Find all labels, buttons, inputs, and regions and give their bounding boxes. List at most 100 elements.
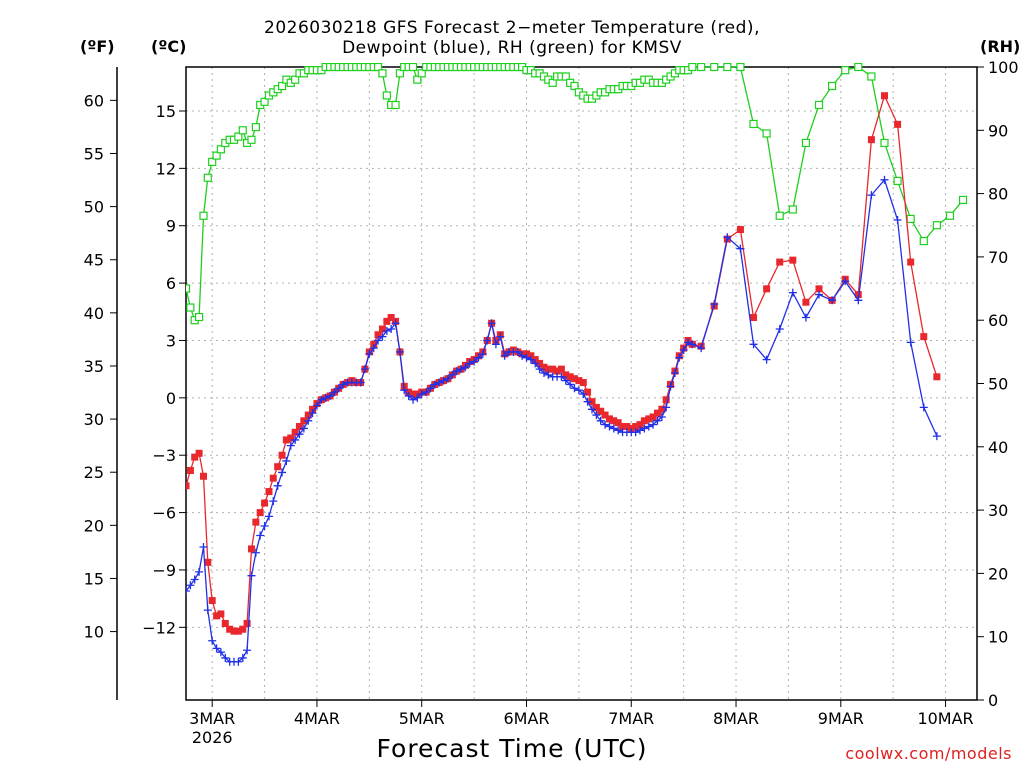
temperature-point <box>920 333 928 341</box>
fahrenheit-tick-label: 50 <box>84 198 104 217</box>
rh-tick-label: 100 <box>988 58 1019 77</box>
temperature-point <box>186 482 190 490</box>
rh-point <box>208 157 217 167</box>
temperature-line <box>186 93 938 632</box>
temperature-point <box>894 120 902 128</box>
temperature-point <box>584 388 592 396</box>
temperature-point <box>653 409 661 417</box>
rh-point <box>906 214 915 224</box>
dewpoint-point <box>570 384 579 393</box>
rh-point <box>251 123 260 132</box>
temperature-point <box>566 373 574 381</box>
rh-point <box>413 75 422 84</box>
temperature-point <box>265 488 273 496</box>
temperature-point <box>619 423 627 431</box>
fahrenheit-tick-label: 45 <box>84 251 104 270</box>
dewpoint-point <box>251 548 260 557</box>
dewpoint-point <box>518 351 527 360</box>
celsius-tick-label: 15 <box>156 102 176 121</box>
rh-series <box>186 63 968 325</box>
temperature-point <box>614 419 622 427</box>
dewpoint-point <box>500 351 509 360</box>
dewpoint-point <box>247 571 256 580</box>
temperature-point <box>278 451 286 459</box>
dewpoint-point <box>212 644 221 653</box>
dewpoint-line <box>186 178 938 663</box>
dewpoint-point <box>312 401 321 410</box>
dewpoint-point <box>483 336 492 345</box>
temperature-point <box>802 298 810 306</box>
dewpoint-point <box>531 359 540 368</box>
dewpoint-point <box>221 653 230 662</box>
dewpoint-point <box>404 391 413 400</box>
rh-point <box>801 138 811 148</box>
dewpoint-point <box>395 347 404 356</box>
dewpoint-point <box>264 512 273 521</box>
x-tick-sublabel: 2026 <box>192 728 233 747</box>
dewpoint-point <box>190 575 199 584</box>
dewpoint-point <box>644 422 653 431</box>
temperature-point <box>300 417 308 425</box>
dewpoint-point <box>557 372 566 381</box>
dewpoint-point <box>867 191 876 200</box>
dewpoint-point <box>657 412 666 421</box>
rh-point <box>373 63 383 72</box>
fahrenheit-tick-label: 35 <box>84 357 104 376</box>
temperature-point <box>597 407 605 415</box>
dewpoint-point <box>561 376 570 385</box>
rh-point <box>814 100 824 110</box>
dewpoint-point <box>736 244 745 253</box>
dewpoint-point <box>788 288 797 297</box>
dewpoint-point <box>186 586 190 595</box>
dewpoint-point <box>439 376 448 385</box>
dewpoint-point <box>443 374 452 383</box>
dewpoint-point <box>238 653 247 662</box>
dewpoint-point <box>749 340 758 349</box>
x-axis-label: Forecast Time (UTC) <box>376 734 648 763</box>
x-tick-label: 6MAR <box>503 709 549 728</box>
fahrenheit-tick-label: 60 <box>84 91 104 110</box>
dewpoint-point <box>409 395 418 404</box>
rh-tick-label: 0 <box>988 691 998 710</box>
dewpoint-point <box>260 521 269 530</box>
rh-point <box>749 119 758 129</box>
dewpoint-point <box>400 386 409 395</box>
dewpoint-point <box>662 403 671 412</box>
dewpoint-point <box>470 357 479 366</box>
temperature-point <box>540 363 548 371</box>
dewpoint-point <box>457 365 466 374</box>
dewpoint-point <box>587 405 596 414</box>
temperature-point <box>880 92 888 100</box>
dewpoint-point <box>679 346 688 355</box>
source-credit[interactable]: coolwx.com/models <box>845 744 1012 763</box>
dewpoint-point <box>535 365 544 374</box>
dewpoint-point <box>815 290 824 299</box>
temperature-point <box>662 396 670 404</box>
dewpoint-point <box>334 384 343 393</box>
temperature-point <box>208 597 216 605</box>
rh-point <box>408 63 418 72</box>
celsius-tick-label: 0 <box>166 389 176 408</box>
dewpoint-point <box>579 390 588 399</box>
rh-point <box>199 211 208 220</box>
dewpoint-point <box>775 324 784 333</box>
temperature-point <box>186 467 194 475</box>
dewpoint-point <box>631 428 640 437</box>
celsius-tick-label: 12 <box>156 159 176 178</box>
rh-point <box>194 312 204 322</box>
dewpoint-point <box>653 416 662 425</box>
fahrenheit-axis-unit: (ºF) <box>80 37 115 56</box>
axis-ticks: −12 −9 −6 −3 0 3 6 9 12 15 10 15 20 25 30 35 40 45 50 55 60 0… <box>84 58 1019 747</box>
rh-axis-unit: (RH) <box>980 37 1021 56</box>
rh-point <box>710 63 719 72</box>
dewpoint-point <box>614 426 623 435</box>
temperature-point <box>736 226 744 234</box>
dewpoint-point <box>382 326 391 335</box>
dewpoint-point <box>566 380 575 389</box>
dewpoint-point <box>195 567 204 576</box>
dewpoint-point <box>601 420 610 429</box>
x-tick-label: 9MAR <box>818 709 864 728</box>
dewpoint-point <box>360 365 369 374</box>
rh-tick-label: 70 <box>988 248 1008 267</box>
